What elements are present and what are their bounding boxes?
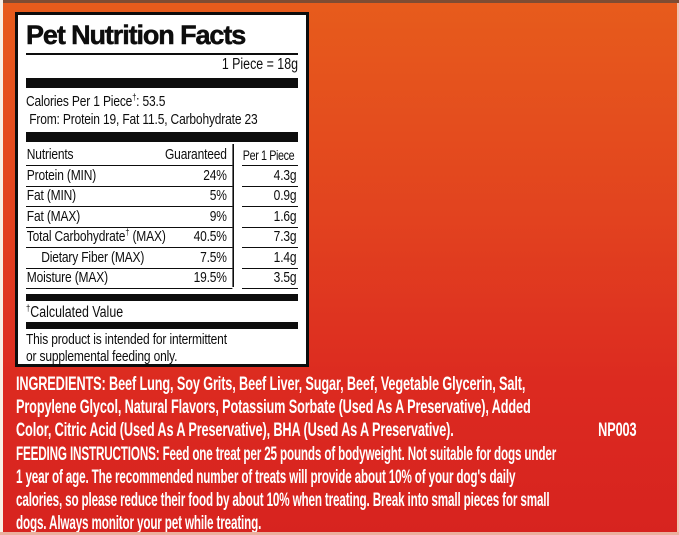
table-row: Total Carbohydrate† (MAX) 40.5% 7.3g xyxy=(26,227,298,248)
product-code: NP003 xyxy=(598,420,637,441)
nutrient-label: Dietary Fiber (MAX) xyxy=(41,248,145,266)
guaranteed-value: 24% xyxy=(203,166,227,184)
photo-edge-right xyxy=(677,3,679,535)
dagger-mark: † xyxy=(132,92,137,102)
feeding-line: dogs. Always monitor your pet while trea… xyxy=(16,513,262,534)
table-header-row: Nutrients Guaranteed Per 1 Piece xyxy=(26,144,298,166)
guaranteed-value: 9% xyxy=(209,207,227,225)
photo-edge-left xyxy=(0,0,3,535)
calories-block: Calories Per 1 Piece†: 53.5 From: Protei… xyxy=(26,92,298,129)
separator-bar xyxy=(26,78,298,88)
footnote: †Calculated Value xyxy=(26,302,124,321)
nutrient-label: Moisture (MAX) xyxy=(26,269,108,286)
ingredients-section: INGREDIENTS: Beef Lung, Soy Grits, Beef … xyxy=(16,373,637,442)
nutrient-label: Fat (MIN) xyxy=(26,187,77,204)
nutrient-label: Total Carbohydrate† (MAX) xyxy=(26,227,166,245)
table-row: Fat (MAX) 9% 1.6g xyxy=(26,207,298,228)
separator-bar xyxy=(26,322,298,329)
serving-size: 1 Piece = 18g xyxy=(221,56,298,73)
photo-edge-bottom xyxy=(0,532,679,535)
per-piece-value: 1.6g xyxy=(242,208,298,228)
feeding-line: calories, so please reduce their food by… xyxy=(16,490,550,511)
separator-bar xyxy=(26,294,298,301)
photo-edge-top xyxy=(0,0,679,3)
ingredients-line: Propylene Glycol, Natural Flavors, Potas… xyxy=(16,397,531,418)
panel-title: Pet Nutrition Facts xyxy=(26,20,247,51)
per-piece-value: 0.9g xyxy=(242,187,298,207)
guaranteed-analysis-table: Nutrients Guaranteed Per 1 Piece Protein … xyxy=(26,144,298,289)
table-row: Protein (MIN) 24% 4.3g xyxy=(26,166,298,187)
separator-bar xyxy=(26,132,298,142)
table-row: Fat (MIN) 5% 0.9g xyxy=(26,187,298,207)
header-per-piece: Per 1 Piece xyxy=(242,148,298,166)
ingredients-line: INGREDIENTS: Beef Lung, Soy Grits, Beef … xyxy=(16,374,526,395)
header-nutrients: Nutrients xyxy=(26,146,74,163)
ingredients-line: Color, Citric Acid (Used As A Preservati… xyxy=(16,420,637,441)
dagger-mark: † xyxy=(125,227,130,237)
per-piece-value: 1.4g xyxy=(242,249,298,269)
title-rule xyxy=(26,53,298,55)
feeding-note-line: This product is intended for intermitten… xyxy=(26,331,227,348)
nutrition-facts-panel: Pet Nutrition Facts 1 Piece = 18g Calori… xyxy=(15,12,309,367)
guaranteed-value: 40.5% xyxy=(193,228,227,245)
per-piece-value: 4.3g xyxy=(242,167,298,187)
feeding-instructions-section: FEEDING INSTRUCTIONS: Feed one treat per… xyxy=(16,443,644,535)
feeding-line: FEEDING INSTRUCTIONS: Feed one treat per… xyxy=(16,444,557,465)
column-divider xyxy=(232,144,234,287)
table-row: Dietary Fiber (MAX) 7.5% 1.4g xyxy=(26,248,298,269)
calories-line: Calories Per 1 Piece†: 53.5 xyxy=(26,92,166,110)
dagger-mark: † xyxy=(26,302,31,314)
guaranteed-value: 19.5% xyxy=(193,269,227,286)
feeding-note: This product is intended for intermitten… xyxy=(26,331,298,365)
header-guaranteed: Guaranteed xyxy=(165,146,227,163)
feeding-line: 1 year of age. The recommended number of… xyxy=(16,467,516,488)
feeding-note-line: or supplemental feeding only. xyxy=(26,347,178,365)
per-piece-value: 3.5g xyxy=(242,269,298,289)
table-row: Moisture (MAX) 19.5% 3.5g xyxy=(26,269,298,289)
guaranteed-value: 7.5% xyxy=(200,248,227,266)
nutrient-label: Protein (MIN) xyxy=(26,166,97,184)
guaranteed-value: 5% xyxy=(209,187,227,204)
calories-from-line: From: Protein 19, Fat 11.5, Carbohydrate… xyxy=(29,111,258,128)
per-piece-value: 7.3g xyxy=(242,228,298,248)
nutrient-label: Fat (MAX) xyxy=(26,207,81,225)
